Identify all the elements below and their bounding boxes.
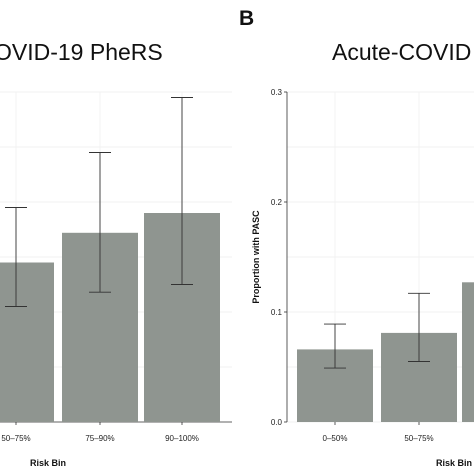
bars-b — [297, 282, 474, 422]
y-ticks-b: 0.0 0.1 0.2 0.3 — [271, 88, 287, 427]
bars-a — [0, 97, 220, 422]
y-tick-label: 0.2 — [271, 198, 283, 207]
y-tick-label: 0.3 — [271, 88, 283, 97]
x-axis-label-a: Risk Bin — [30, 458, 66, 468]
x-tick-label: 0–50% — [323, 434, 348, 443]
x-tick-label: 50–75% — [1, 434, 30, 443]
chart-title-a: OVID-19 PheRS — [0, 39, 163, 65]
y-axis-label-b: Proportion with PASC — [251, 210, 261, 304]
x-ticks-a: 50–75% 75–90% 90–100% — [1, 422, 199, 443]
error-bar — [171, 97, 193, 285]
error-bar — [408, 292, 430, 362]
x-axis-label-b: Risk Bin — [436, 458, 472, 468]
bar — [0, 262, 54, 422]
y-tick-label: 0.0 — [271, 418, 283, 427]
panel-a: OVID-19 PheRS 50–75% 75–90% 90–100% Risk B… — [0, 39, 232, 468]
bar — [462, 282, 474, 422]
y-tick-label: 0.1 — [271, 308, 283, 317]
error-bar — [5, 207, 27, 307]
x-tick-label: 50–75% — [404, 434, 433, 443]
chart-title-b: Acute-COVID — [332, 39, 471, 65]
error-bar — [324, 323, 346, 369]
error-bar — [89, 152, 111, 293]
panel-b: B Acute-COVID 0.0 0.1 0.2 0.3 0–50% 50–75% P… — [239, 7, 474, 468]
x-tick-label: 75–90% — [85, 434, 114, 443]
x-ticks-b: 0–50% 50–75% — [323, 422, 434, 443]
x-tick-label: 90–100% — [165, 434, 199, 443]
panel-label-b: B — [239, 7, 254, 30]
